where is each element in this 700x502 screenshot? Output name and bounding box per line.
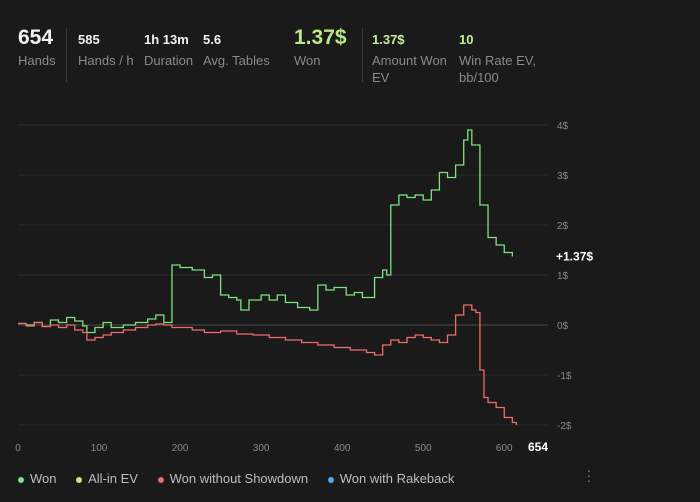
series-line-won <box>18 129 513 334</box>
no-showdown-dot-icon <box>157 476 164 483</box>
y-tick-label: 2$ <box>557 221 569 232</box>
x-tick-label: 200 <box>172 443 189 454</box>
stat-label: Amount Won EV <box>372 53 447 85</box>
x-tick-label: 500 <box>415 443 432 454</box>
stat-hands: 654 Hands <box>18 26 56 69</box>
legend-item-allin-ev[interactable]: All-in EV <box>76 471 138 486</box>
y-tick-label: -1$ <box>557 371 572 382</box>
stat-amount-won-ev: 1.37$ Amount Won EV <box>372 32 454 86</box>
stat-label: Hands / h <box>78 53 134 68</box>
y-tick-label: 4$ <box>557 121 569 132</box>
x-tick-label: 600 <box>496 443 513 454</box>
stat-avg-tables: 5.6 Avg. Tables <box>203 32 270 69</box>
stat-label: Win Rate EV, bb/100 <box>459 53 536 85</box>
stat-duration: 1h 13m Duration <box>144 32 193 69</box>
stat-label: Won <box>294 53 321 68</box>
legend-item-won-without-showdown[interactable]: Won without Showdown <box>157 471 309 486</box>
stat-value: 1.37$ <box>294 26 347 49</box>
profit-chart: 4$ 3$ 2$ 1$ 0$ -1$ -2$ 0 100 200 300 400 500 600 654 +1… <box>15 121 593 454</box>
chart-legend: Won All-in EV Won without Showdown Won w… <box>18 471 470 486</box>
more-vertical-icon[interactable]: · · · <box>586 462 592 488</box>
rakeback-dot-icon <box>327 476 334 483</box>
stat-won: 1.37$ Won <box>294 26 347 69</box>
end-value-label: +1.37$ <box>556 250 593 264</box>
series-line-won-without-showdown <box>18 304 518 425</box>
stat-value: 1h 13m <box>144 32 189 47</box>
stat-label: Duration <box>144 53 194 68</box>
legend-label: All-in EV <box>88 471 138 486</box>
legend-item-won[interactable]: Won <box>18 471 57 486</box>
y-tick-label: 0$ <box>557 321 569 332</box>
stat-hands-per-hour: 585 Hands / h <box>78 32 134 69</box>
stats-bar: 654 Hands 585 Hands / h 1h 13m Duration … <box>0 0 700 100</box>
stat-label: Hands <box>18 53 56 68</box>
stat-label: Avg. Tables <box>203 53 270 68</box>
y-tick-label: -2$ <box>557 421 572 432</box>
allin-ev-dot-icon <box>76 476 83 483</box>
y-tick-label: 3$ <box>557 171 569 182</box>
x-tick-label: 100 <box>91 443 108 454</box>
stat-value: 654 <box>18 26 54 49</box>
stat-win-rate-ev: 10 Win Rate EV, bb/100 <box>459 32 541 86</box>
legend-label: Won with Rakeback <box>339 471 455 486</box>
x-tick-label: 0 <box>15 443 21 454</box>
legend-label: Won without Showdown <box>169 471 309 486</box>
stat-value: 5.6 <box>203 32 222 47</box>
won-dot-icon <box>18 476 24 483</box>
divider <box>66 28 67 82</box>
x-end-label: 654 <box>528 440 548 454</box>
legend-item-won-with-rakeback[interactable]: Won with Rakeback <box>327 471 455 486</box>
legend-label: Won <box>30 471 57 486</box>
y-tick-label: 1$ <box>557 271 569 282</box>
stat-value: 1.37$ <box>372 32 405 47</box>
stat-value: 585 <box>78 32 100 47</box>
x-tick-label: 400 <box>334 443 351 454</box>
x-tick-label: 300 <box>253 443 270 454</box>
divider <box>362 28 363 82</box>
stat-value: 10 <box>459 32 474 47</box>
